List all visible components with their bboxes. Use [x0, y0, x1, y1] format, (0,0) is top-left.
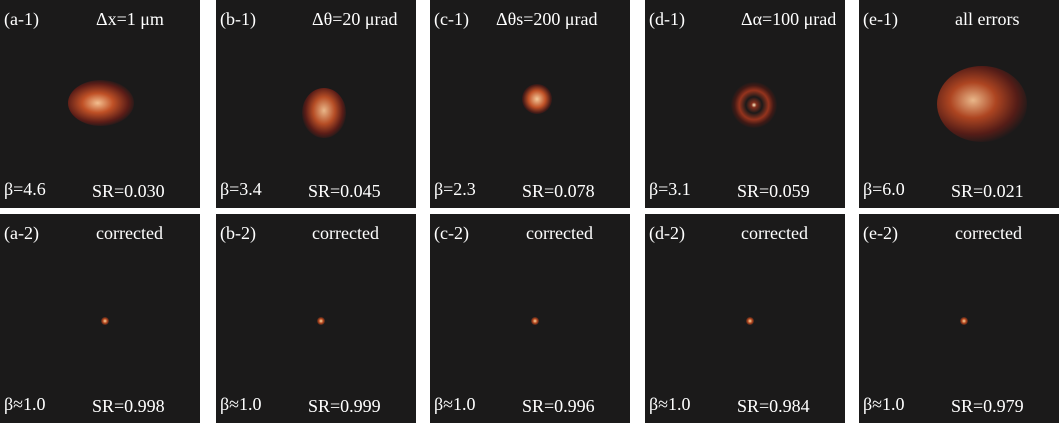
beta-value: β=3.4 [220, 180, 262, 198]
image-panel: (c-1) Δθs=200 μrad β=2.3 SR=0.078 [430, 0, 630, 208]
strehl-ratio: SR=0.059 [737, 182, 810, 200]
image-panel: (a-1) Δx=1 μm β=4.6 SR=0.030 [0, 0, 200, 208]
image-panel: (b-1) Δθ=20 μrad β=3.4 SR=0.045 [216, 0, 416, 208]
beta-value: β=3.1 [649, 180, 691, 198]
beta-value: β≈1.0 [4, 395, 46, 413]
image-panel: (a-2) corrected β≈1.0 SR=0.998 [0, 214, 200, 423]
image-panel: (c-2) corrected β≈1.0 SR=0.996 [430, 214, 630, 423]
beam-spot [731, 82, 777, 128]
figure: (a-1) Δx=1 μm β=4.6 SR=0.030 (b-1) Δθ=20 μrad… [0, 0, 1059, 423]
strehl-ratio: SR=0.021 [951, 182, 1024, 200]
beta-value: β≈1.0 [434, 395, 476, 413]
beam-spot [302, 88, 346, 138]
beta-value: β=6.0 [863, 180, 905, 198]
strehl-ratio: SR=0.078 [522, 182, 595, 200]
condition: corrected [526, 224, 593, 242]
panel-label: (e-2) [863, 224, 898, 242]
panel-label: (a-2) [4, 224, 39, 242]
beta-value: β≈1.0 [220, 395, 262, 413]
panel-label: (e-1) [863, 10, 898, 28]
beam-spot [317, 317, 325, 325]
image-panel: (d-1) Δα=100 μrad β=3.1 SR=0.059 [645, 0, 845, 208]
image-panel: (e-2) corrected β≈1.0 SR=0.979 [859, 214, 1059, 423]
beam-spot [960, 317, 968, 325]
panel-label: (c-1) [434, 10, 469, 28]
panel-label: (d-1) [649, 10, 685, 28]
beta-value: β=4.6 [4, 180, 46, 198]
panel-label: (b-1) [220, 10, 256, 28]
strehl-ratio: SR=0.030 [92, 182, 165, 200]
condition: Δθs=200 μrad [496, 10, 598, 28]
panel-label: (b-2) [220, 224, 256, 242]
strehl-ratio: SR=0.045 [308, 182, 381, 200]
strehl-ratio: SR=0.996 [522, 397, 595, 415]
beta-value: β=2.3 [434, 180, 476, 198]
condition: Δα=100 μrad [741, 10, 836, 28]
panel-label: (a-1) [4, 10, 39, 28]
beam-spot [531, 317, 539, 325]
image-panel: (d-2) corrected β≈1.0 SR=0.984 [645, 214, 845, 423]
image-panel: (e-1) all errors β=6.0 SR=0.021 [859, 0, 1059, 208]
condition: corrected [312, 224, 379, 242]
condition: all errors [955, 10, 1019, 28]
condition: Δθ=20 μrad [312, 10, 397, 28]
beam-spot [746, 317, 754, 325]
strehl-ratio: SR=0.984 [737, 397, 810, 415]
beam-spot [101, 317, 109, 325]
image-panel: (b-2) corrected β≈1.0 SR=0.999 [216, 214, 416, 423]
strehl-ratio: SR=0.998 [92, 397, 165, 415]
condition: corrected [741, 224, 808, 242]
strehl-ratio: SR=0.979 [951, 397, 1024, 415]
beta-value: β≈1.0 [649, 395, 691, 413]
beam-spot [68, 80, 134, 126]
condition: Δx=1 μm [96, 10, 164, 28]
condition: corrected [96, 224, 163, 242]
condition: corrected [955, 224, 1022, 242]
strehl-ratio: SR=0.999 [308, 397, 381, 415]
panel-label: (d-2) [649, 224, 685, 242]
beam-spot [522, 84, 552, 114]
panel-label: (c-2) [434, 224, 469, 242]
beam-spot [937, 66, 1027, 142]
beta-value: β≈1.0 [863, 395, 905, 413]
